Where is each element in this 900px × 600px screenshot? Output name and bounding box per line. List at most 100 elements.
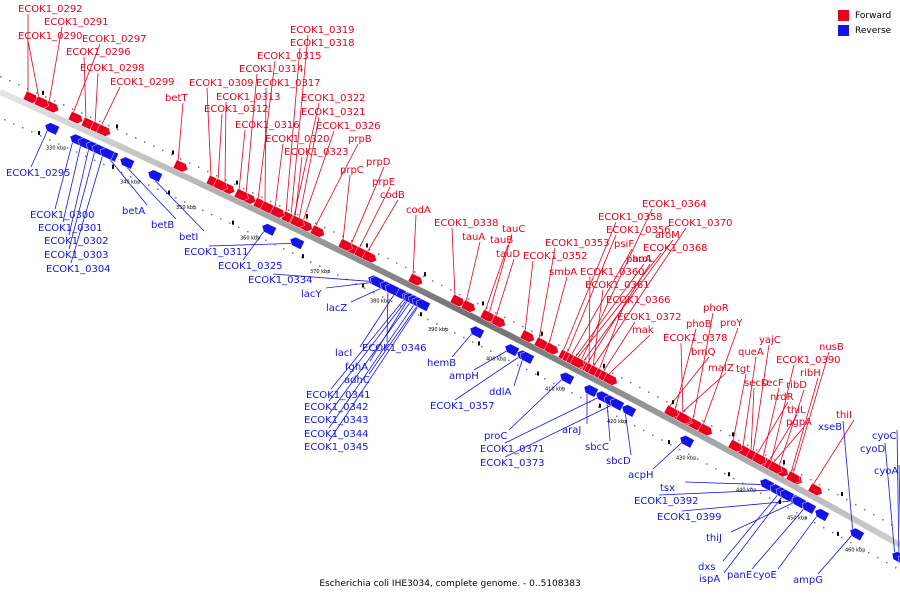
- track-dot-lower: [337, 274, 339, 276]
- forward-leader: [224, 101, 227, 184]
- forward-leader: [588, 276, 591, 365]
- forward-swatch: [838, 10, 849, 21]
- track-dot-upper: [351, 240, 353, 242]
- track-dot-lower: [427, 318, 429, 321]
- kbp-tick-mark: [537, 371, 539, 376]
- kbp-tick-mark: [841, 492, 843, 497]
- track-dot-lower: [13, 123, 15, 125]
- reverse-leader: [68, 150, 96, 250]
- forward-leader: [750, 387, 755, 452]
- forward-leader: [358, 186, 391, 249]
- reverse-gene-label: ECOK1_0303: [44, 250, 109, 261]
- track-dot-upper: [396, 262, 398, 264]
- forward-leader: [27, 40, 40, 99]
- track-dot-upper: [828, 488, 830, 491]
- track-dot-lower: [157, 188, 159, 191]
- track-dot-lower: [229, 222, 231, 224]
- kbp-tick-mark: [366, 243, 368, 248]
- kbp-tick-mark: [672, 400, 674, 405]
- forward-gene-label: ECOK1_0378: [663, 333, 728, 344]
- track-dot-upper: [369, 248, 371, 251]
- forward-gene-label: tauA: [462, 232, 485, 243]
- track-dot-lower: [184, 201, 186, 203]
- track-dot-upper: [792, 469, 794, 471]
- kbp-tick-label: 340 kbp: [120, 179, 140, 185]
- track-dot-lower: [589, 401, 591, 403]
- reverse-gene-label: cyoC: [872, 431, 897, 442]
- forward-gene-label: betT: [165, 93, 188, 104]
- reverse-leader: [30, 128, 49, 168]
- track-dot-upper: [423, 275, 425, 278]
- reverse-gene-label: ECOK1_0295: [6, 168, 71, 179]
- track-dot-upper: [837, 493, 839, 496]
- forward-leader: [692, 312, 714, 420]
- forward-leader: [768, 414, 798, 462]
- track-dot-lower: [382, 296, 384, 298]
- reverse-gene-label: ECOK1_0302: [44, 236, 109, 247]
- track-dot-upper: [576, 353, 578, 356]
- track-dot-upper: [468, 298, 470, 300]
- track-dot-upper: [504, 316, 506, 319]
- forward-gene-label: codB: [380, 190, 405, 201]
- forward-gene-label: phoA: [626, 254, 652, 265]
- track-dot-lower: [850, 541, 852, 544]
- forward-leader: [83, 56, 87, 120]
- track-dot-upper: [531, 330, 533, 332]
- kbp-tick-mark: [38, 130, 40, 135]
- track-dot-lower: [805, 516, 807, 519]
- forward-gene-label: tauC: [502, 224, 525, 235]
- track-dot-upper: [639, 386, 641, 389]
- reverse-leader: [272, 273, 372, 282]
- track-dot-lower: [544, 378, 546, 380]
- forward-gene-label: ECOK1_0312: [204, 104, 269, 115]
- forward-gene-label: ECOK1_0320: [265, 134, 330, 145]
- track-dot-upper: [630, 381, 632, 384]
- forward-leader: [366, 199, 399, 253]
- kbp-tick-mark: [168, 190, 170, 195]
- track-dot-upper: [486, 307, 488, 309]
- track-dot-lower: [490, 350, 492, 352]
- reverse-leader: [884, 442, 896, 558]
- forward-leader: [668, 356, 710, 408]
- track-dot-lower: [328, 269, 330, 272]
- kbp-tick-label: 330 kbp: [46, 146, 66, 152]
- kbp-tick-mark: [478, 341, 480, 346]
- track-dot-upper: [621, 377, 623, 379]
- track-dot-upper: [567, 349, 569, 351]
- forward-leader: [576, 252, 662, 359]
- track-dot-upper: [657, 396, 659, 398]
- track-dot-lower: [373, 291, 375, 294]
- forward-leader: [206, 87, 212, 178]
- reverse-gene-arrow: [849, 527, 865, 542]
- reverse-gene-arrow: [504, 343, 520, 357]
- track-dot-lower: [364, 287, 366, 289]
- kbp-tick-mark: [779, 499, 781, 504]
- track-dot-lower: [580, 396, 582, 399]
- reverse-leader: [70, 153, 104, 264]
- reverse-gene-arrow: [261, 223, 277, 237]
- track-dot-upper: [9, 80, 11, 82]
- track-dot-upper: [144, 141, 146, 143]
- track-dot-upper: [234, 183, 236, 186]
- forward-gene-label: yajC: [759, 335, 781, 346]
- track-dot-upper: [171, 153, 173, 156]
- forward-gene-label: ECOK1_0366: [606, 295, 671, 306]
- forward-leader: [217, 113, 223, 181]
- forward-gene-label: ECOK1_0370: [668, 218, 733, 229]
- reverse-gene-label: ECOK1_0357: [430, 401, 495, 412]
- forward-gene-arrow: [361, 250, 377, 264]
- forward-gene-label: prpD: [366, 157, 391, 168]
- track-dot-upper: [414, 271, 416, 273]
- forward-gene-label: ECOK1_0358: [598, 212, 663, 223]
- forward-gene-label: ECOK1_0315: [257, 51, 322, 62]
- forward-leader: [293, 102, 320, 217]
- forward-gene-label: psiF: [614, 239, 634, 250]
- forward-leader: [598, 304, 625, 371]
- forward-gene-label: ECOK1_0326: [316, 121, 381, 132]
- reverse-gene-arrow: [519, 351, 535, 365]
- reverse-leader: [652, 441, 684, 470]
- forward-gene-arrow: [785, 470, 801, 484]
- track-dot-upper: [459, 293, 461, 296]
- track-dot-lower: [724, 472, 726, 475]
- kbp-tick-mark: [732, 432, 734, 437]
